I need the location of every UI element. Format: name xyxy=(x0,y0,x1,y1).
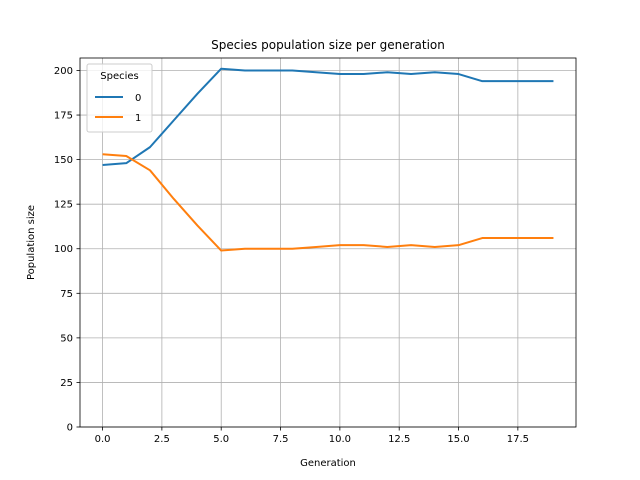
x-tick-label: 12.5 xyxy=(388,434,410,445)
series-lines xyxy=(102,67,554,252)
y-tick-label: 150 xyxy=(54,155,73,166)
x-tick-label: 5.0 xyxy=(213,434,229,445)
series-line-1 xyxy=(102,153,554,252)
plot-frame xyxy=(79,57,577,428)
y-tick-label: 200 xyxy=(54,66,73,77)
x-axis-label: Generation xyxy=(300,458,356,469)
x-tick-label: 2.5 xyxy=(154,434,170,445)
legend: Species 01 xyxy=(86,63,153,133)
y-tick-label: 50 xyxy=(60,333,73,344)
legend-label-0: 0 xyxy=(135,93,141,104)
series-line-0 xyxy=(102,67,554,166)
y-tick-label: 175 xyxy=(54,111,73,122)
x-tick-label: 7.5 xyxy=(273,434,289,445)
x-tick-label: 10.0 xyxy=(329,434,351,445)
y-tick-label: 125 xyxy=(54,200,73,211)
grid xyxy=(80,58,576,428)
y-axis-label: Population size xyxy=(26,205,37,280)
x-tick-label: 15.0 xyxy=(447,434,469,445)
chart-title: Species population size per generation xyxy=(211,38,445,52)
y-tick-label: 100 xyxy=(54,244,73,255)
y-tick-label: 0 xyxy=(67,423,73,434)
x-tick-label: 17.5 xyxy=(507,434,529,445)
y-tick-label: 25 xyxy=(60,378,73,389)
legend-title: Species xyxy=(100,71,139,82)
axis-ticks: 0.0 2.5 5.0 7.5 10.0 12.5 15.0 17.5025507510012… xyxy=(54,66,529,445)
x-tick-label: 0.0 xyxy=(95,434,111,445)
legend-entries: 01 xyxy=(95,93,141,124)
y-tick-label: 75 xyxy=(60,289,73,300)
legend-label-1: 1 xyxy=(135,113,141,124)
